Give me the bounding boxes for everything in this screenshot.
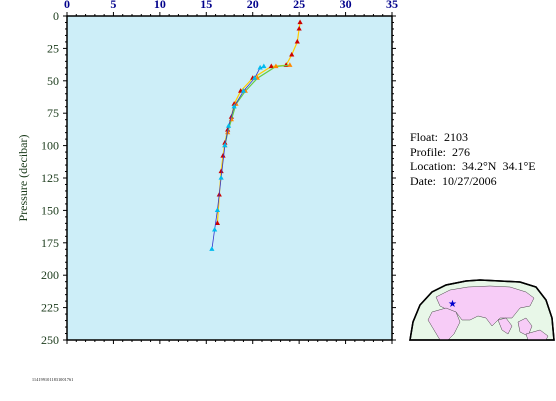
- data-point: [297, 19, 303, 25]
- profile-value: 276: [452, 144, 470, 159]
- y-tick-label: 200: [41, 268, 59, 282]
- float-location-marker: ★: [448, 299, 457, 310]
- y-tick-label: 25: [47, 41, 59, 55]
- y-tick-label: 50: [47, 74, 59, 88]
- series-group: [209, 19, 303, 251]
- float-value: 2103: [444, 130, 469, 144]
- data-point: [225, 123, 232, 128]
- data-point: [222, 142, 228, 148]
- map-land-africa: [427, 307, 461, 341]
- y-axis-label: Pressure (decibar): [16, 135, 30, 222]
- series-line: [216, 22, 301, 224]
- data-point: [296, 25, 302, 31]
- data-point: [289, 51, 295, 57]
- y-tick-label: 175: [41, 236, 59, 250]
- x-tick-label: 15: [200, 0, 212, 11]
- x-tick-label: 5: [110, 0, 116, 11]
- data-point: [240, 88, 247, 93]
- data-point: [214, 220, 221, 225]
- location-value: 34.2°N 34.1°E: [461, 159, 536, 173]
- data-point: [214, 207, 221, 212]
- x-tick-label: 10: [154, 0, 166, 11]
- y-tick-label: 225: [41, 301, 59, 315]
- y-tick-label: 100: [41, 139, 59, 153]
- y-tick-label: 75: [47, 106, 59, 120]
- data-point: [261, 63, 267, 69]
- plot-area: [67, 16, 392, 340]
- location-row: Location: 34.2°N 34.1°E: [410, 159, 536, 174]
- y-tick-label: 150: [41, 203, 59, 217]
- plot-background: [67, 16, 392, 340]
- x-tick-label: 25: [293, 0, 305, 11]
- float-row: Float: 2103: [410, 130, 536, 145]
- data-point: [222, 140, 228, 145]
- data-point: [218, 168, 224, 174]
- date-value: 10/27/2006: [442, 173, 497, 188]
- x-tick-label: 35: [386, 0, 398, 11]
- float-info: Float: 2103 Profile: 276 Location: 34.2°…: [410, 130, 536, 188]
- map-land-asia-south: [497, 317, 533, 337]
- data-point: [268, 63, 274, 69]
- axes: 0 5 10 15 20 25 30 35 0 25 50 75 100 125 150 175 200 225 2…: [41, 0, 398, 347]
- x-tick-label: 30: [340, 0, 352, 11]
- data-point: [273, 63, 279, 69]
- map-land-australia: [525, 329, 549, 341]
- date-row: Date: 10/27/2006: [410, 174, 536, 189]
- series-line: [224, 64, 290, 146]
- x-tick-label: 20: [247, 0, 259, 11]
- data-point: [218, 175, 224, 180]
- data-point: [287, 62, 293, 67]
- y-tick-label: 0: [53, 9, 59, 23]
- footer-code: 1141991011831001761: [32, 377, 74, 382]
- data-point: [294, 38, 300, 44]
- data-point: [257, 64, 263, 70]
- data-point: [209, 246, 215, 251]
- float-label: Float:: [410, 130, 439, 144]
- location-map: ★: [409, 279, 555, 341]
- map-border: [409, 279, 555, 341]
- data-point: [231, 103, 237, 109]
- x-tick-label: 0: [64, 0, 70, 11]
- profile-row: Profile: 276: [410, 145, 536, 160]
- data-point: [251, 75, 258, 80]
- y-tick-label: 250: [41, 333, 59, 347]
- data-point: [220, 152, 226, 158]
- data-point: [212, 226, 218, 232]
- profile-label: Profile:: [410, 144, 446, 159]
- location-label: Location:: [410, 159, 456, 173]
- date-label: Date:: [410, 173, 436, 188]
- y-tick-label: 125: [41, 171, 59, 185]
